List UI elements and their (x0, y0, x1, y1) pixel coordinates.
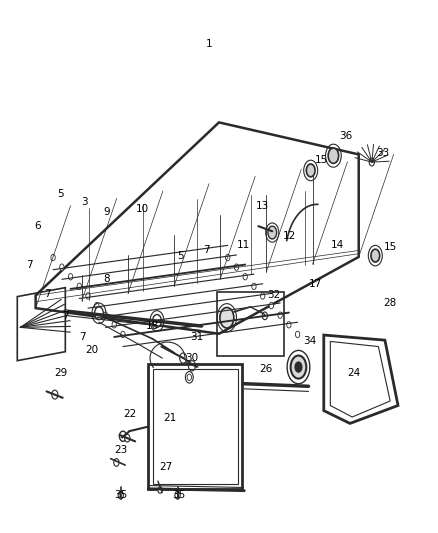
Circle shape (121, 331, 125, 337)
Text: 22: 22 (123, 409, 136, 419)
Circle shape (114, 459, 119, 466)
Text: 15: 15 (384, 243, 397, 252)
Circle shape (158, 487, 162, 493)
Text: 8: 8 (103, 274, 110, 284)
Text: 15: 15 (315, 155, 328, 165)
Circle shape (328, 148, 339, 164)
Circle shape (220, 308, 234, 328)
Text: 27: 27 (159, 462, 173, 472)
Text: 21: 21 (163, 413, 177, 423)
Text: 28: 28 (384, 298, 397, 308)
Circle shape (226, 254, 230, 261)
Circle shape (261, 293, 265, 299)
Text: 6: 6 (35, 221, 41, 231)
Circle shape (287, 321, 291, 328)
Circle shape (234, 264, 239, 270)
Circle shape (112, 321, 117, 328)
Circle shape (175, 491, 180, 499)
Circle shape (269, 302, 274, 309)
Circle shape (187, 374, 191, 381)
Circle shape (306, 164, 315, 177)
Text: 32: 32 (267, 290, 280, 300)
Text: 30: 30 (185, 353, 198, 363)
Bar (217, 292, 285, 356)
Circle shape (295, 331, 300, 337)
Text: 34: 34 (303, 336, 316, 346)
Text: 3: 3 (81, 197, 88, 207)
Text: 1: 1 (206, 39, 213, 49)
Circle shape (290, 356, 306, 378)
Circle shape (51, 254, 55, 261)
Circle shape (95, 302, 99, 309)
Text: 7: 7 (45, 289, 51, 299)
Circle shape (152, 314, 161, 327)
Text: 36: 36 (339, 132, 352, 141)
Bar (152, 369, 238, 483)
Circle shape (180, 353, 187, 363)
Circle shape (125, 434, 130, 442)
Text: 26: 26 (260, 364, 273, 374)
Circle shape (252, 283, 256, 289)
Text: 33: 33 (376, 148, 389, 158)
Circle shape (95, 307, 103, 320)
Text: 9: 9 (103, 207, 110, 217)
Text: 14: 14 (331, 240, 344, 251)
Text: 12: 12 (283, 231, 297, 241)
Circle shape (295, 362, 302, 372)
Circle shape (120, 431, 127, 441)
Text: 7: 7 (62, 311, 69, 321)
Text: 17: 17 (309, 279, 322, 289)
Text: 23: 23 (114, 446, 127, 455)
Text: 35: 35 (114, 490, 127, 500)
Circle shape (268, 226, 277, 239)
Circle shape (118, 491, 124, 499)
Text: 24: 24 (347, 368, 360, 378)
Text: 29: 29 (54, 368, 67, 378)
Circle shape (243, 273, 247, 280)
Text: 5: 5 (58, 189, 64, 199)
Text: 5: 5 (177, 251, 184, 261)
Circle shape (371, 249, 380, 262)
Text: 35: 35 (172, 490, 185, 500)
Text: 20: 20 (85, 345, 98, 355)
Circle shape (52, 390, 58, 399)
Text: 7: 7 (79, 332, 86, 342)
Circle shape (369, 158, 374, 166)
Circle shape (278, 312, 283, 318)
Text: 13: 13 (256, 200, 269, 211)
Text: 18: 18 (146, 321, 159, 331)
Text: 7: 7 (26, 260, 32, 270)
Circle shape (60, 264, 64, 270)
Text: 7: 7 (204, 246, 210, 255)
Bar (148, 364, 242, 489)
Text: 31: 31 (190, 332, 203, 342)
Circle shape (103, 312, 108, 318)
Circle shape (86, 293, 90, 299)
Circle shape (262, 312, 268, 320)
Circle shape (77, 283, 81, 289)
Circle shape (68, 273, 73, 280)
Text: 11: 11 (237, 240, 250, 251)
Text: 10: 10 (136, 204, 149, 214)
